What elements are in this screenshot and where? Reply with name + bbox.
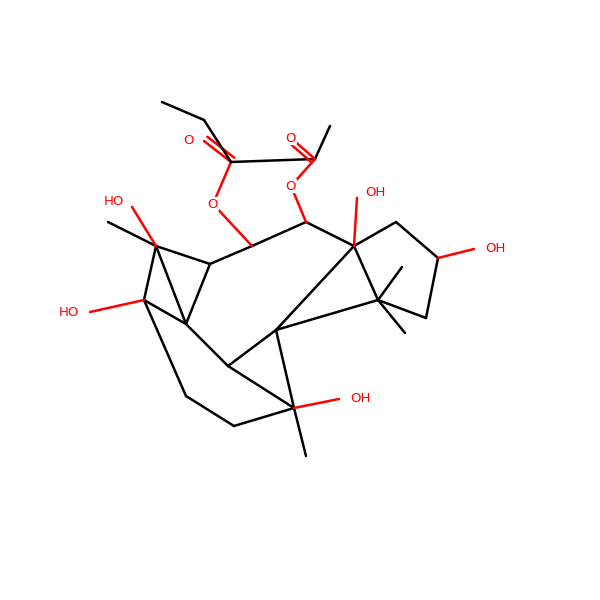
Text: OH: OH (365, 185, 385, 199)
Text: O: O (286, 179, 296, 193)
Text: O: O (184, 134, 194, 148)
Text: O: O (208, 197, 218, 211)
Text: HO: HO (104, 194, 124, 208)
Text: HO: HO (59, 305, 79, 319)
Text: O: O (286, 131, 296, 145)
Text: OH: OH (350, 392, 370, 406)
Text: OH: OH (485, 242, 505, 256)
